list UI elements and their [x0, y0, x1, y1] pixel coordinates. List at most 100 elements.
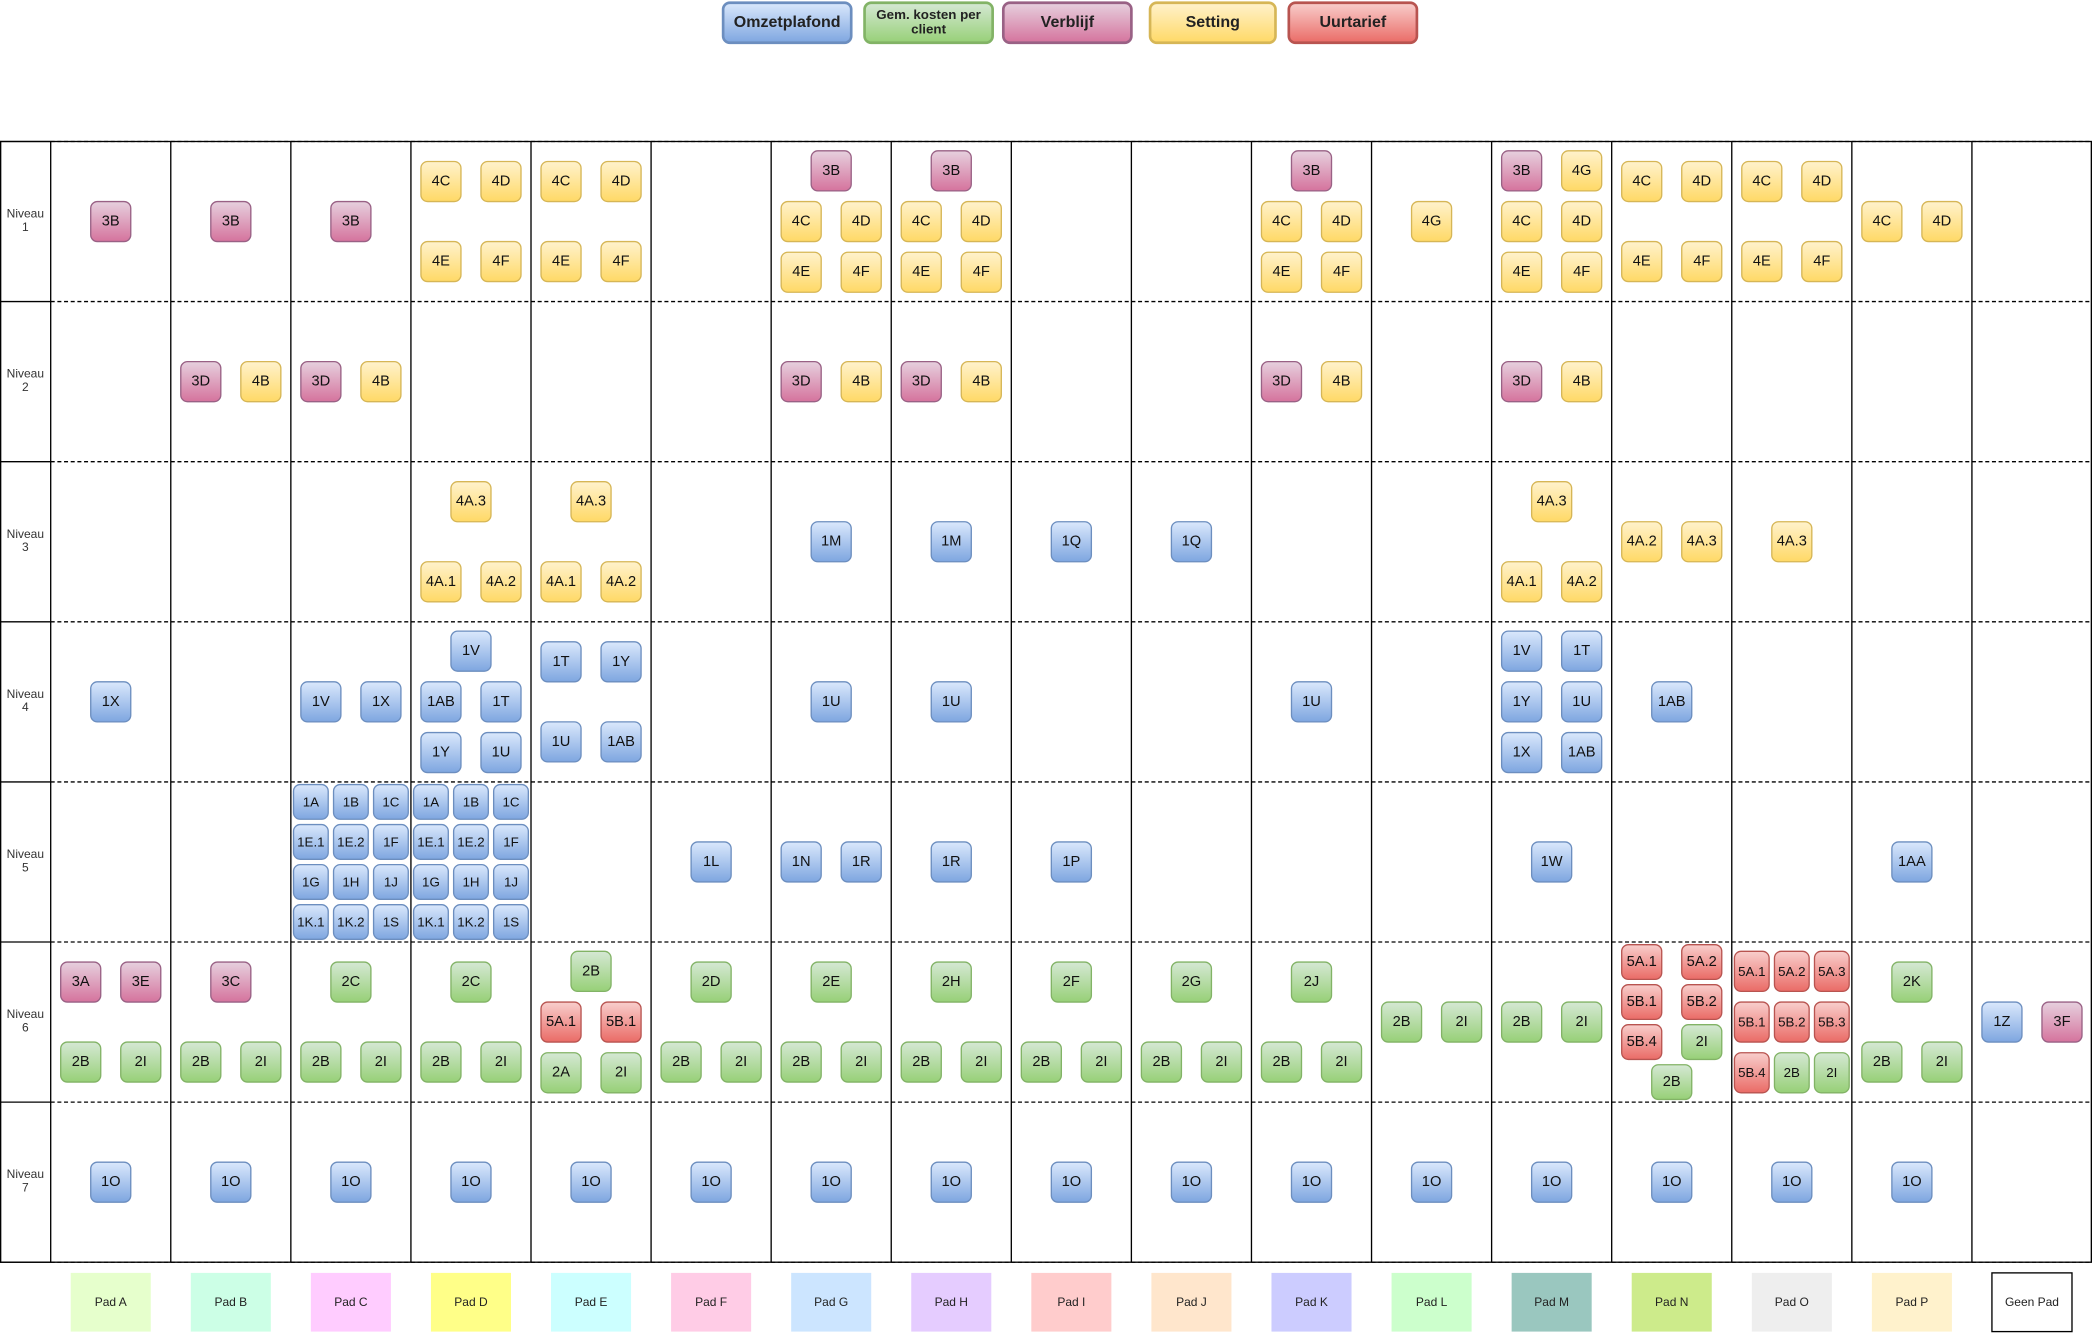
node — [1621, 521, 1663, 563]
node-label: 1A — [303, 794, 319, 809]
node — [1530, 481, 1573, 523]
node — [840, 1041, 882, 1083]
node-label: 1K.2 — [457, 914, 484, 929]
node — [60, 961, 102, 1003]
node-label: 1J — [384, 874, 398, 889]
node — [300, 1041, 342, 1083]
node-label: 1C — [502, 794, 519, 809]
node — [600, 1052, 642, 1094]
node — [1771, 521, 1813, 563]
node-label: 4B — [852, 374, 870, 390]
node-label: 4C — [1752, 174, 1771, 190]
node-label: 2I — [615, 1065, 627, 1081]
node-label: 1M — [821, 534, 841, 550]
node-label: 1P — [1062, 854, 1080, 870]
node — [1560, 681, 1603, 723]
node-label: 4A.3 — [576, 494, 606, 510]
legend-box — [1148, 1, 1277, 45]
node-label: 4E — [912, 264, 930, 280]
node — [292, 863, 329, 900]
node — [780, 360, 822, 403]
pad-box — [551, 1272, 632, 1332]
node — [1621, 944, 1663, 981]
node-label: 1O — [1782, 1174, 1802, 1190]
node-label: 1W — [1541, 854, 1563, 870]
pad-box — [1871, 1272, 1952, 1332]
node — [840, 200, 882, 243]
node-label: 4A.1 — [426, 574, 456, 590]
node-label: 2B — [1873, 1054, 1891, 1070]
legend-label: Verblijf — [1040, 12, 1095, 32]
node — [360, 1041, 402, 1083]
node — [1500, 251, 1543, 293]
node-label: 1Y — [612, 654, 630, 670]
level-label: Niveau 1 — [6, 207, 45, 234]
node-label: 1V — [462, 643, 480, 659]
node-label: 3C — [221, 974, 240, 990]
pad-box — [310, 1272, 391, 1332]
level-label: Niveau 5 — [6, 847, 45, 874]
level-label: Niveau 3 — [6, 527, 45, 554]
node-label: 1E.1 — [417, 834, 444, 849]
node — [1290, 1161, 1333, 1203]
node — [810, 681, 852, 723]
node — [960, 200, 1002, 243]
pad-box — [1391, 1272, 1472, 1332]
node-label: 1T — [1573, 643, 1590, 659]
node-label: 1O — [1542, 1174, 1562, 1190]
node-label: 4F — [613, 254, 630, 270]
node-label: 1K.2 — [337, 914, 364, 929]
node — [2041, 1001, 2083, 1043]
node — [480, 561, 522, 603]
node-label: 2B — [1152, 1054, 1170, 1070]
pad-label: Pad A — [95, 1295, 127, 1309]
node-label: 4E — [792, 264, 810, 280]
pad-label: Pad G — [814, 1295, 848, 1309]
node — [1290, 681, 1333, 723]
node-label: 1B — [343, 794, 359, 809]
node-label: 4F — [1813, 254, 1830, 270]
node — [1410, 200, 1453, 243]
node — [1050, 521, 1093, 563]
node — [332, 823, 369, 860]
node-label: 3B — [1513, 163, 1531, 179]
node-label: 1X — [372, 694, 390, 710]
node — [450, 630, 492, 672]
node — [840, 251, 882, 293]
node — [492, 783, 530, 820]
node — [1621, 240, 1663, 283]
node — [1020, 1041, 1063, 1083]
node-label: 1Q — [1062, 534, 1082, 550]
node-label: 5B.1 — [1627, 994, 1657, 1010]
node — [1773, 1052, 1810, 1094]
node — [1260, 251, 1303, 293]
node — [720, 1041, 762, 1083]
node-label: 2B — [312, 1054, 330, 1070]
node-label: 2B — [1784, 1065, 1800, 1080]
node — [930, 521, 972, 563]
node — [1500, 561, 1543, 603]
node — [600, 240, 642, 283]
node — [330, 200, 372, 243]
node-label: 1AB — [1658, 694, 1686, 710]
node-label: 3B — [822, 163, 840, 179]
node-label: 3D — [1512, 374, 1531, 390]
node — [360, 360, 402, 403]
node-label: 1T — [492, 694, 509, 710]
node-label: 2B — [1663, 1074, 1681, 1090]
node — [1050, 961, 1093, 1003]
node — [332, 863, 369, 900]
node-label: 5A.1 — [1738, 964, 1765, 979]
node — [330, 961, 372, 1003]
node — [120, 961, 162, 1003]
node — [292, 783, 329, 820]
node — [1560, 200, 1603, 243]
node-label: 1R — [852, 854, 871, 870]
node — [292, 823, 329, 860]
node-label: 4E — [1273, 264, 1291, 280]
node-label: 1O — [101, 1174, 121, 1190]
node-label: 1K.1 — [297, 914, 324, 929]
node — [412, 783, 449, 820]
node — [960, 1041, 1002, 1083]
node — [480, 731, 522, 774]
